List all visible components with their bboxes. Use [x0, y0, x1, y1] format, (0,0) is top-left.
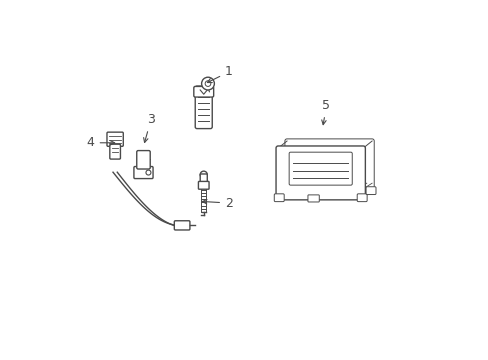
FancyBboxPatch shape	[307, 195, 319, 202]
Circle shape	[145, 170, 151, 175]
FancyBboxPatch shape	[274, 194, 284, 202]
FancyBboxPatch shape	[276, 146, 365, 200]
Text: 4: 4	[86, 136, 114, 149]
FancyBboxPatch shape	[110, 144, 120, 159]
FancyBboxPatch shape	[134, 167, 153, 179]
FancyBboxPatch shape	[288, 152, 351, 185]
FancyBboxPatch shape	[137, 150, 150, 169]
Text: 2: 2	[202, 197, 232, 210]
Circle shape	[201, 77, 214, 90]
FancyBboxPatch shape	[366, 187, 375, 194]
FancyBboxPatch shape	[285, 139, 373, 193]
FancyBboxPatch shape	[193, 86, 213, 97]
Text: 5: 5	[321, 99, 330, 125]
FancyBboxPatch shape	[195, 86, 212, 129]
FancyBboxPatch shape	[356, 194, 366, 202]
Text: 1: 1	[207, 66, 232, 82]
FancyBboxPatch shape	[107, 132, 123, 146]
FancyBboxPatch shape	[174, 221, 189, 230]
Text: 3: 3	[143, 113, 155, 143]
FancyBboxPatch shape	[198, 181, 209, 189]
Circle shape	[200, 171, 207, 178]
FancyBboxPatch shape	[200, 174, 207, 183]
